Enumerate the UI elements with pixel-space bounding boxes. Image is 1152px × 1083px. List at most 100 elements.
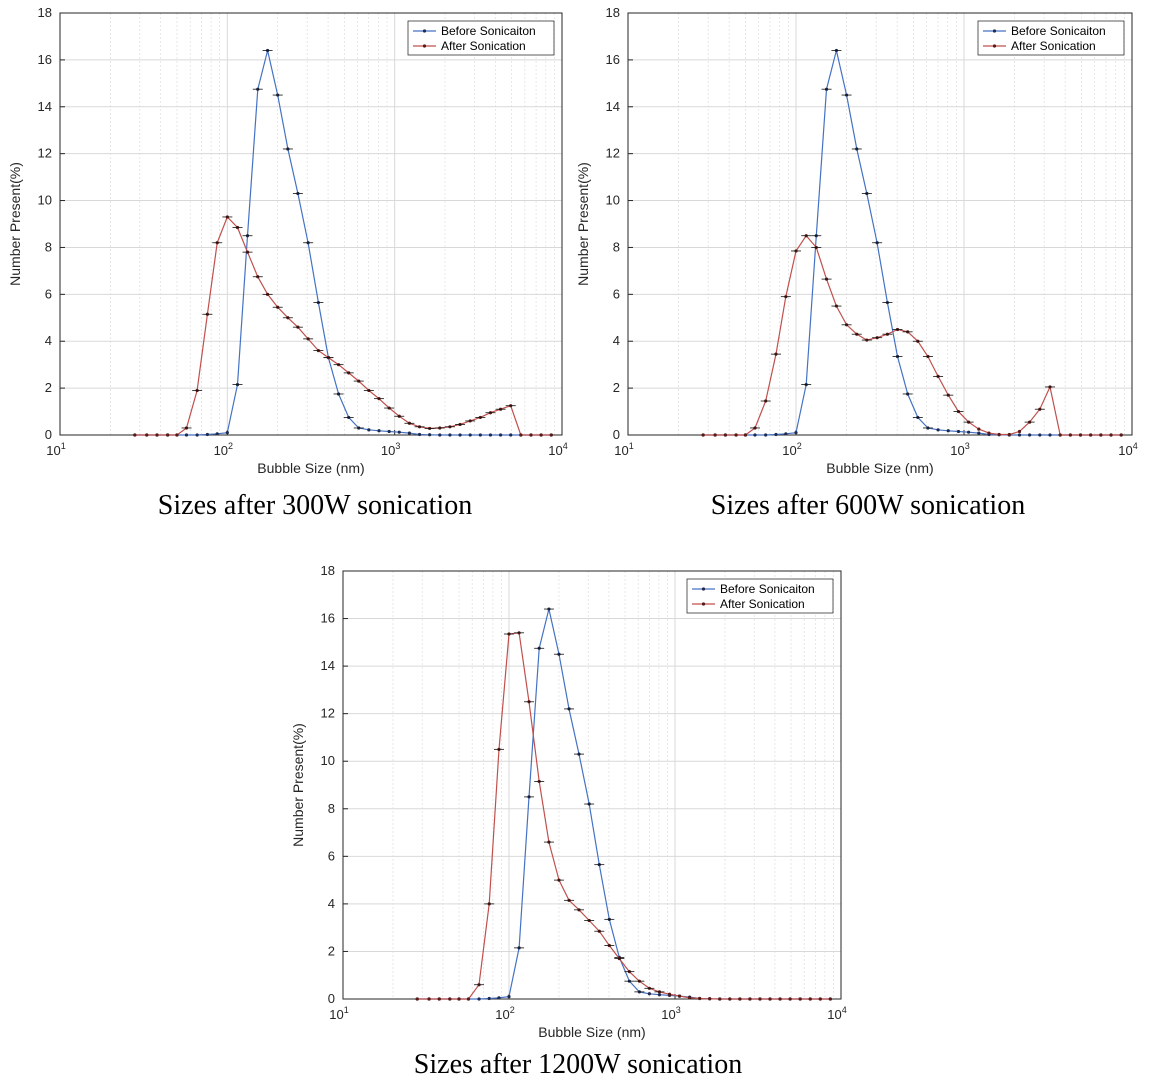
data-point xyxy=(175,433,179,437)
series-line xyxy=(417,632,831,1000)
data-point xyxy=(708,997,712,1001)
data-point xyxy=(753,433,757,437)
x-tick-label: 103 xyxy=(661,1005,680,1022)
data-point xyxy=(166,433,170,437)
data-point xyxy=(1089,433,1093,437)
legend-box xyxy=(686,578,834,614)
data-point xyxy=(509,433,513,437)
data-point xyxy=(774,432,778,437)
x-tick-label: 101 xyxy=(614,441,633,458)
data-point xyxy=(377,429,381,433)
data-point xyxy=(487,996,491,1001)
data-point xyxy=(987,431,991,435)
y-tick-label: 10 xyxy=(321,753,335,768)
caption-300w: Sizes after 300W sonication xyxy=(158,490,472,521)
series-line xyxy=(703,50,1122,436)
data-point xyxy=(225,431,229,435)
data-point xyxy=(688,996,692,1000)
data-point xyxy=(427,997,431,1001)
x-tick-label: 104 xyxy=(1118,441,1137,458)
y-tick-label: 4 xyxy=(328,896,335,911)
x-tick-label: 104 xyxy=(827,1005,846,1022)
chart-1200w: 0 2 4 6 8 10 12 14 16 18 101 102 103 104 Bubble Size (… xyxy=(290,563,847,1040)
x-tick-label: 101 xyxy=(329,1005,348,1022)
data-point xyxy=(936,428,940,432)
data-point xyxy=(428,433,432,437)
data-point xyxy=(808,997,812,1001)
series-line xyxy=(703,234,1122,436)
data-point xyxy=(946,429,950,433)
data-point xyxy=(155,433,159,437)
y-tick-label: 14 xyxy=(38,99,52,114)
y-tick-label: 2 xyxy=(328,943,335,958)
y-tick-label: 18 xyxy=(606,5,620,20)
y-tick-label: 0 xyxy=(328,991,335,1006)
data-point xyxy=(437,997,441,1001)
legend-label: Before Sonicaiton xyxy=(441,24,536,38)
y-tick-label: 14 xyxy=(321,658,335,673)
data-point xyxy=(778,997,782,1001)
legend-marker xyxy=(422,29,427,33)
data-point xyxy=(497,996,501,1000)
y-tick-label: 2 xyxy=(45,380,52,395)
data-point xyxy=(956,429,961,434)
data-point xyxy=(677,994,682,998)
data-point xyxy=(1017,429,1022,434)
x-tick-label: 103 xyxy=(950,441,969,458)
y-tick-label: 8 xyxy=(45,239,52,254)
data-point xyxy=(458,433,462,437)
data-point xyxy=(723,433,728,437)
data-point xyxy=(477,997,481,1001)
data-point xyxy=(738,997,742,1001)
x-axis-label: Bubble Size (nm) xyxy=(826,460,933,476)
y-tick-label: 8 xyxy=(328,801,335,816)
x-tick-label: 101 xyxy=(46,441,65,458)
y-tick-label: 16 xyxy=(321,611,335,626)
series-line xyxy=(134,50,552,436)
y-tick-label: 14 xyxy=(606,99,620,114)
x-tick-label: 103 xyxy=(381,441,400,458)
data-point xyxy=(794,431,798,435)
data-point xyxy=(818,997,822,1001)
y-tick-label: 4 xyxy=(613,333,620,348)
legend-marker xyxy=(992,29,997,33)
data-point xyxy=(539,433,543,437)
data-point xyxy=(784,432,788,436)
data-point xyxy=(657,993,662,997)
chart-300w: 0 2 4 6 8 10 12 14 16 18 101 102 103 104 Bubble Size (… xyxy=(7,5,568,476)
y-tick-label: 0 xyxy=(45,427,52,442)
data-point xyxy=(977,427,981,431)
data-point xyxy=(448,997,452,1001)
data-point xyxy=(448,433,452,437)
data-point xyxy=(667,992,672,996)
data-point xyxy=(468,433,472,437)
x-tick-label: 104 xyxy=(548,441,567,458)
y-tick-label: 2 xyxy=(613,380,620,395)
data-point xyxy=(997,432,1001,437)
data-point xyxy=(798,997,802,1001)
data-point xyxy=(215,432,219,436)
y-tick-label: 18 xyxy=(38,5,52,20)
y-tick-label: 8 xyxy=(613,239,620,254)
y-tick-label: 18 xyxy=(321,563,335,578)
data-point xyxy=(828,997,832,1001)
data-point xyxy=(1099,433,1103,437)
data-point xyxy=(758,997,762,1001)
data-point xyxy=(734,433,738,437)
y-tick-label: 16 xyxy=(38,52,52,67)
series-line xyxy=(134,215,552,436)
chart-600w: 0 2 4 6 8 10 12 14 16 18 101 102 103 104 Bubble Size (… xyxy=(575,5,1138,476)
x-tick-label: 102 xyxy=(495,1005,514,1022)
data-point xyxy=(788,997,792,1001)
x-tick-label: 102 xyxy=(782,441,801,458)
y-tick-label: 12 xyxy=(321,706,335,721)
data-point xyxy=(478,433,482,437)
data-point xyxy=(438,433,442,437)
y-axis-label: Number Present(%) xyxy=(290,723,306,847)
data-point xyxy=(1109,433,1113,437)
legend-marker xyxy=(701,602,706,606)
y-axis-label: Number Present(%) xyxy=(575,162,591,286)
data-point xyxy=(519,433,523,437)
data-point xyxy=(145,433,149,437)
plot-frame xyxy=(59,12,563,436)
